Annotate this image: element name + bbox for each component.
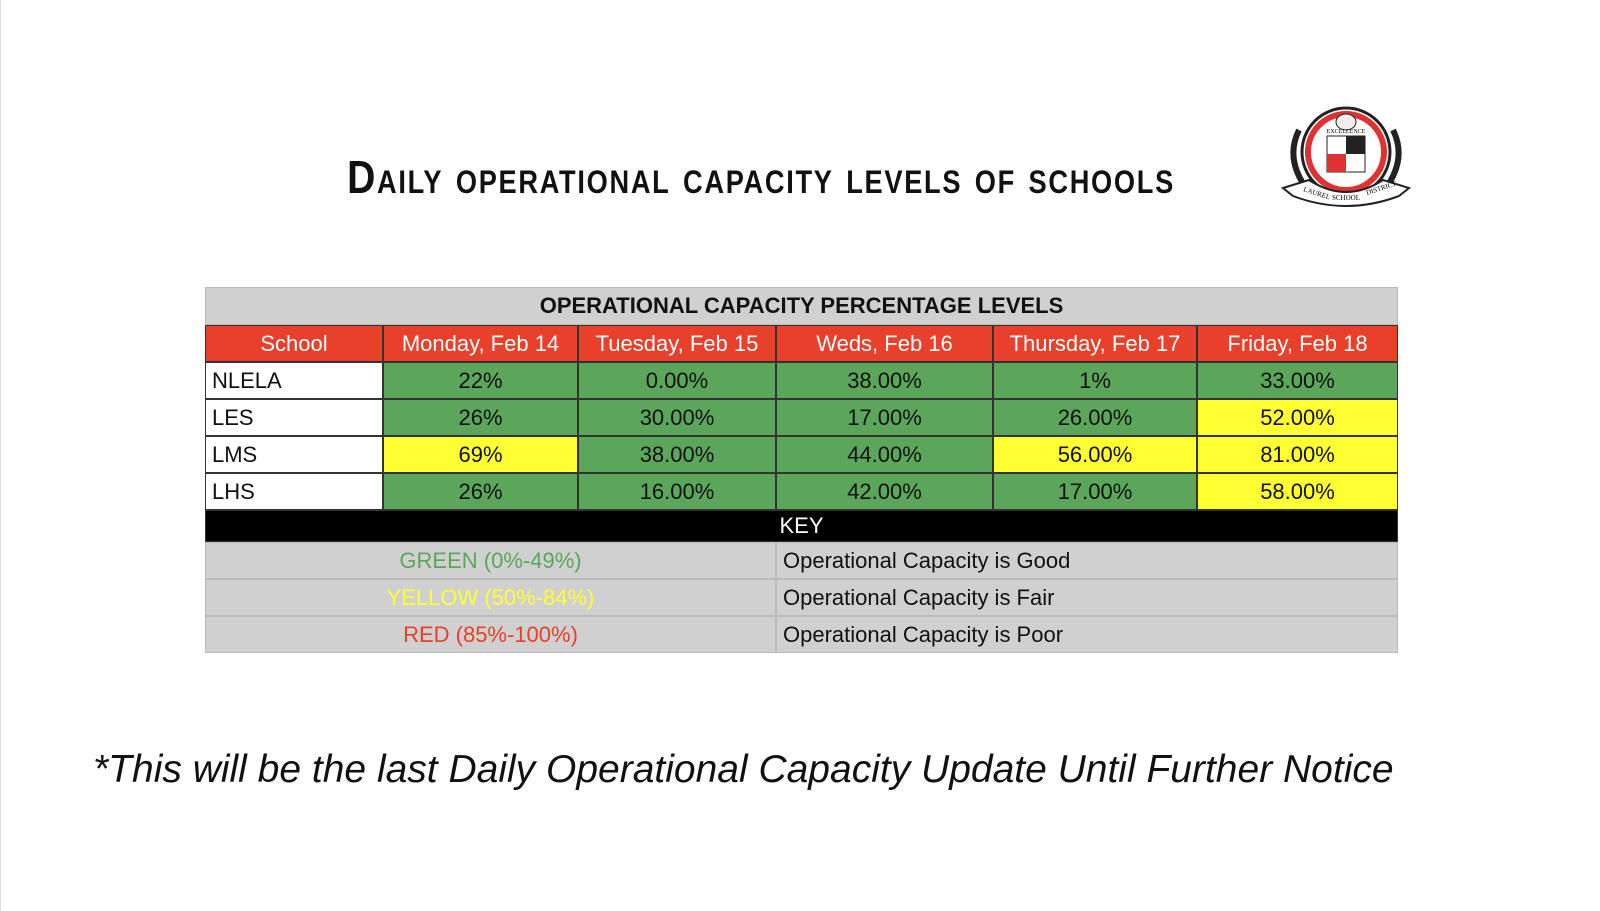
page-title: Daily operational capacity levels of sch… — [347, 151, 1175, 203]
column-header: Thursday, Feb 17 — [993, 325, 1197, 362]
logo-text: SCHOOL — [1332, 194, 1360, 202]
column-header: School — [205, 325, 383, 362]
key-meaning: Operational Capacity is Good — [776, 542, 1398, 579]
capacity-cell: 56.00% — [993, 436, 1197, 473]
capacity-cell: 17.00% — [993, 473, 1197, 510]
school-name: LES — [205, 399, 383, 436]
column-header: Friday, Feb 18 — [1197, 325, 1398, 362]
capacity-cell: 0.00% — [578, 362, 776, 399]
capacity-cell: 16.00% — [578, 473, 776, 510]
capacity-cell: 17.00% — [776, 399, 993, 436]
capacity-cell: 26.00% — [993, 399, 1197, 436]
capacity-cell: 44.00% — [776, 436, 993, 473]
capacity-cell: 26% — [383, 473, 578, 510]
key-meaning: Operational Capacity is Fair — [776, 579, 1398, 616]
capacity-cell: 81.00% — [1197, 436, 1398, 473]
column-header: Tuesday, Feb 15 — [578, 325, 776, 362]
capacity-cell: 30.00% — [578, 399, 776, 436]
capacity-cell: 33.00% — [1197, 362, 1398, 399]
capacity-cell: 1% — [993, 362, 1197, 399]
column-header: Weds, Feb 16 — [776, 325, 993, 362]
school-name: NLELA — [205, 362, 383, 399]
capacity-cell: 42.00% — [776, 473, 993, 510]
capacity-cell: 22% — [383, 362, 578, 399]
key-range: YELLOW (50%-84%) — [205, 579, 776, 616]
key-title: KEY — [205, 510, 1398, 542]
school-name: LHS — [205, 473, 383, 510]
capacity-cell: 38.00% — [578, 436, 776, 473]
capacity-cell: 69% — [383, 436, 578, 473]
capacity-cell: 38.00% — [776, 362, 993, 399]
logo: EXCELLENCE LAUREL SCHOOL DISTRICT — [1280, 106, 1412, 207]
key-meaning: Operational Capacity is Poor — [776, 616, 1398, 653]
key-range: RED (85%-100%) — [205, 616, 776, 653]
capacity-cell: 58.00% — [1197, 473, 1398, 510]
table-title: OPERATIONAL CAPACITY PERCENTAGE LEVELS — [205, 287, 1398, 325]
key-range: GREEN (0%-49%) — [205, 542, 776, 579]
school-name: LMS — [205, 436, 383, 473]
column-header: Monday, Feb 14 — [383, 325, 578, 362]
capacity-cell: 52.00% — [1197, 399, 1398, 436]
footnote: *This will be the last Daily Operational… — [93, 748, 1394, 791]
logo-motto: EXCELLENCE — [1327, 129, 1366, 135]
capacity-cell: 26% — [383, 399, 578, 436]
